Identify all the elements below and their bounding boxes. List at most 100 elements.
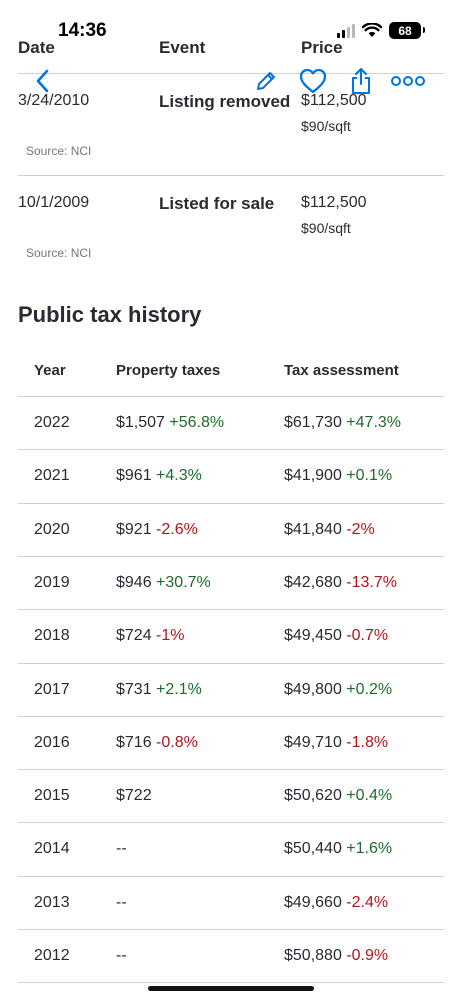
tax-assessment-cell: $42,680 -13.7% [284,574,397,592]
history-date: 10/1/2009 [18,194,90,211]
property-tax-value: $724 [116,627,152,645]
tax-assessment-change: -2% [346,520,375,538]
column-year: Year [34,362,66,379]
battery-icon: 68 [389,22,425,39]
tax-assessment-cell: $50,620 +0.4% [284,787,392,805]
property-tax-cell: -- [116,840,127,858]
property-tax-cell: -- [116,947,127,965]
property-tax-cell: $724 -1% [116,627,185,645]
divider [18,73,444,74]
tax-assessment-cell: $49,800 +0.2% [284,681,392,699]
more-options-icon [391,76,425,86]
tax-year: 2017 [34,680,70,698]
column-tax-assessment: Tax assessment [284,362,399,379]
property-tax-cell: $716 -0.8% [116,734,198,752]
tax-assessment-value: $50,440 [284,840,342,858]
property-tax-value: $716 [116,733,152,751]
history-event: Listing removed [159,92,291,111]
tax-table-row: 2020 $921 -2.6% $41,840 -2% [18,502,444,556]
tax-year: 2019 [34,573,70,591]
tax-year: 2021 [34,467,70,485]
divider [18,175,444,176]
property-tax-change: +2.1% [156,680,202,698]
back-button[interactable] [26,64,60,98]
property-tax-cell: -- [116,894,127,912]
price-history-row: 3/24/2010 Listing removed $112,500 $90/s… [18,74,444,174]
history-price: $112,500 [301,194,367,211]
tax-year: 2020 [34,520,70,538]
tax-table-row: 2022 $1,507 +56.8% $61,730 +47.3% [18,396,444,449]
history-price-per-sqft: $90/sqft [301,118,351,134]
column-event: Event [159,38,206,57]
tax-table-row: 2018 $724 -1% $49,450 -0.7% [18,609,444,662]
property-tax-change: +30.7% [156,573,211,591]
status-bar: 14:36 68 [0,0,461,44]
status-time: 14:36 [58,20,107,41]
column-date: Date [18,38,55,57]
tax-assessment-value: $41,840 [284,520,342,538]
edit-button[interactable] [249,64,283,98]
share-icon [352,68,370,94]
property-tax-change: +56.8% [169,414,225,431]
property-tax-cell: $961 +4.3% [116,467,202,485]
tax-assessment-change: +1.6% [346,840,393,858]
tax-year: 2013 [34,893,70,911]
tax-assessment-cell: $41,840 -2% [284,521,375,539]
property-tax-cell: $921 -2.6% [116,521,198,539]
wifi-icon [362,23,382,37]
tax-assessment-cell: $49,710 -1.8% [284,734,388,752]
tax-table-row: 2014 -- $50,440 +1.6% [18,822,444,875]
property-tax-value: $731 [116,680,152,698]
tax-assessment-cell: $49,660 -2.4% [284,894,388,912]
history-source: Source: NCI [26,246,92,260]
tax-assessment-value: $49,660 [284,893,342,911]
tax-assessment-value: $50,620 [284,787,342,805]
property-tax-change: -1% [156,627,185,645]
tax-assessment-change: -2.4% [346,893,389,911]
tax-assessment-change: +47.3% [346,414,402,431]
favorite-button[interactable] [296,64,330,98]
property-tax-change: +4.3% [156,467,202,485]
tax-year: 2015 [34,787,70,805]
column-property-taxes: Property taxes [116,362,221,379]
battery-level: 68 [398,23,412,38]
property-tax-value: $722 [116,787,152,805]
tax-year: 2014 [34,840,70,858]
tax-year: 2018 [34,627,70,645]
price-history-header: Date Event Price [18,38,443,72]
history-price-per-sqft: $90/sqft [301,220,351,236]
tax-assessment-change: +0.4% [346,787,393,805]
tax-assessment-cell: $41,900 +0.1% [284,467,392,485]
property-tax-value: $961 [116,467,152,485]
nav-toolbar [0,64,461,98]
tax-table-header: Year Property taxes Tax assessment [18,344,444,396]
property-tax-value: -- [116,840,127,858]
tax-assessment-value: $42,680 [284,573,342,591]
history-price: $112,500 [301,92,367,109]
tax-year: 2022 [34,414,70,431]
property-tax-value: $921 [116,520,152,538]
tax-assessment-change: -1.8% [346,733,389,751]
tax-table-row: 2021 $961 +4.3% $41,900 +0.1% [18,449,444,502]
tax-assessment-change: -13.7% [346,573,397,591]
more-options-button[interactable] [390,64,426,98]
property-tax-change: -2.6% [156,520,198,538]
tax-assessment-cell: $61,730 +47.3% [284,414,401,432]
tax-table-row: 2012 -- $50,880 -0.9% [18,929,444,982]
share-button[interactable] [344,64,378,98]
history-date: 3/24/2010 [18,92,90,109]
status-icons: 68 [337,22,425,39]
tax-assessment-value: $49,450 [284,627,342,645]
property-tax-value: -- [116,893,127,911]
history-source: Source: NCI [26,144,92,158]
divider [18,982,444,984]
property-tax-value: -- [116,947,127,964]
tax-table-row: 2015 $722 $50,620 +0.4% [18,769,444,822]
tax-year: 2012 [34,947,70,964]
column-price: Price [301,38,343,57]
tax-assessment-value: $41,900 [284,467,342,485]
tax-assessment-value: $61,730 [284,414,342,431]
cellular-signal-icon [337,23,355,38]
edit-pencil-icon [257,72,275,90]
home-indicator[interactable] [148,986,314,991]
